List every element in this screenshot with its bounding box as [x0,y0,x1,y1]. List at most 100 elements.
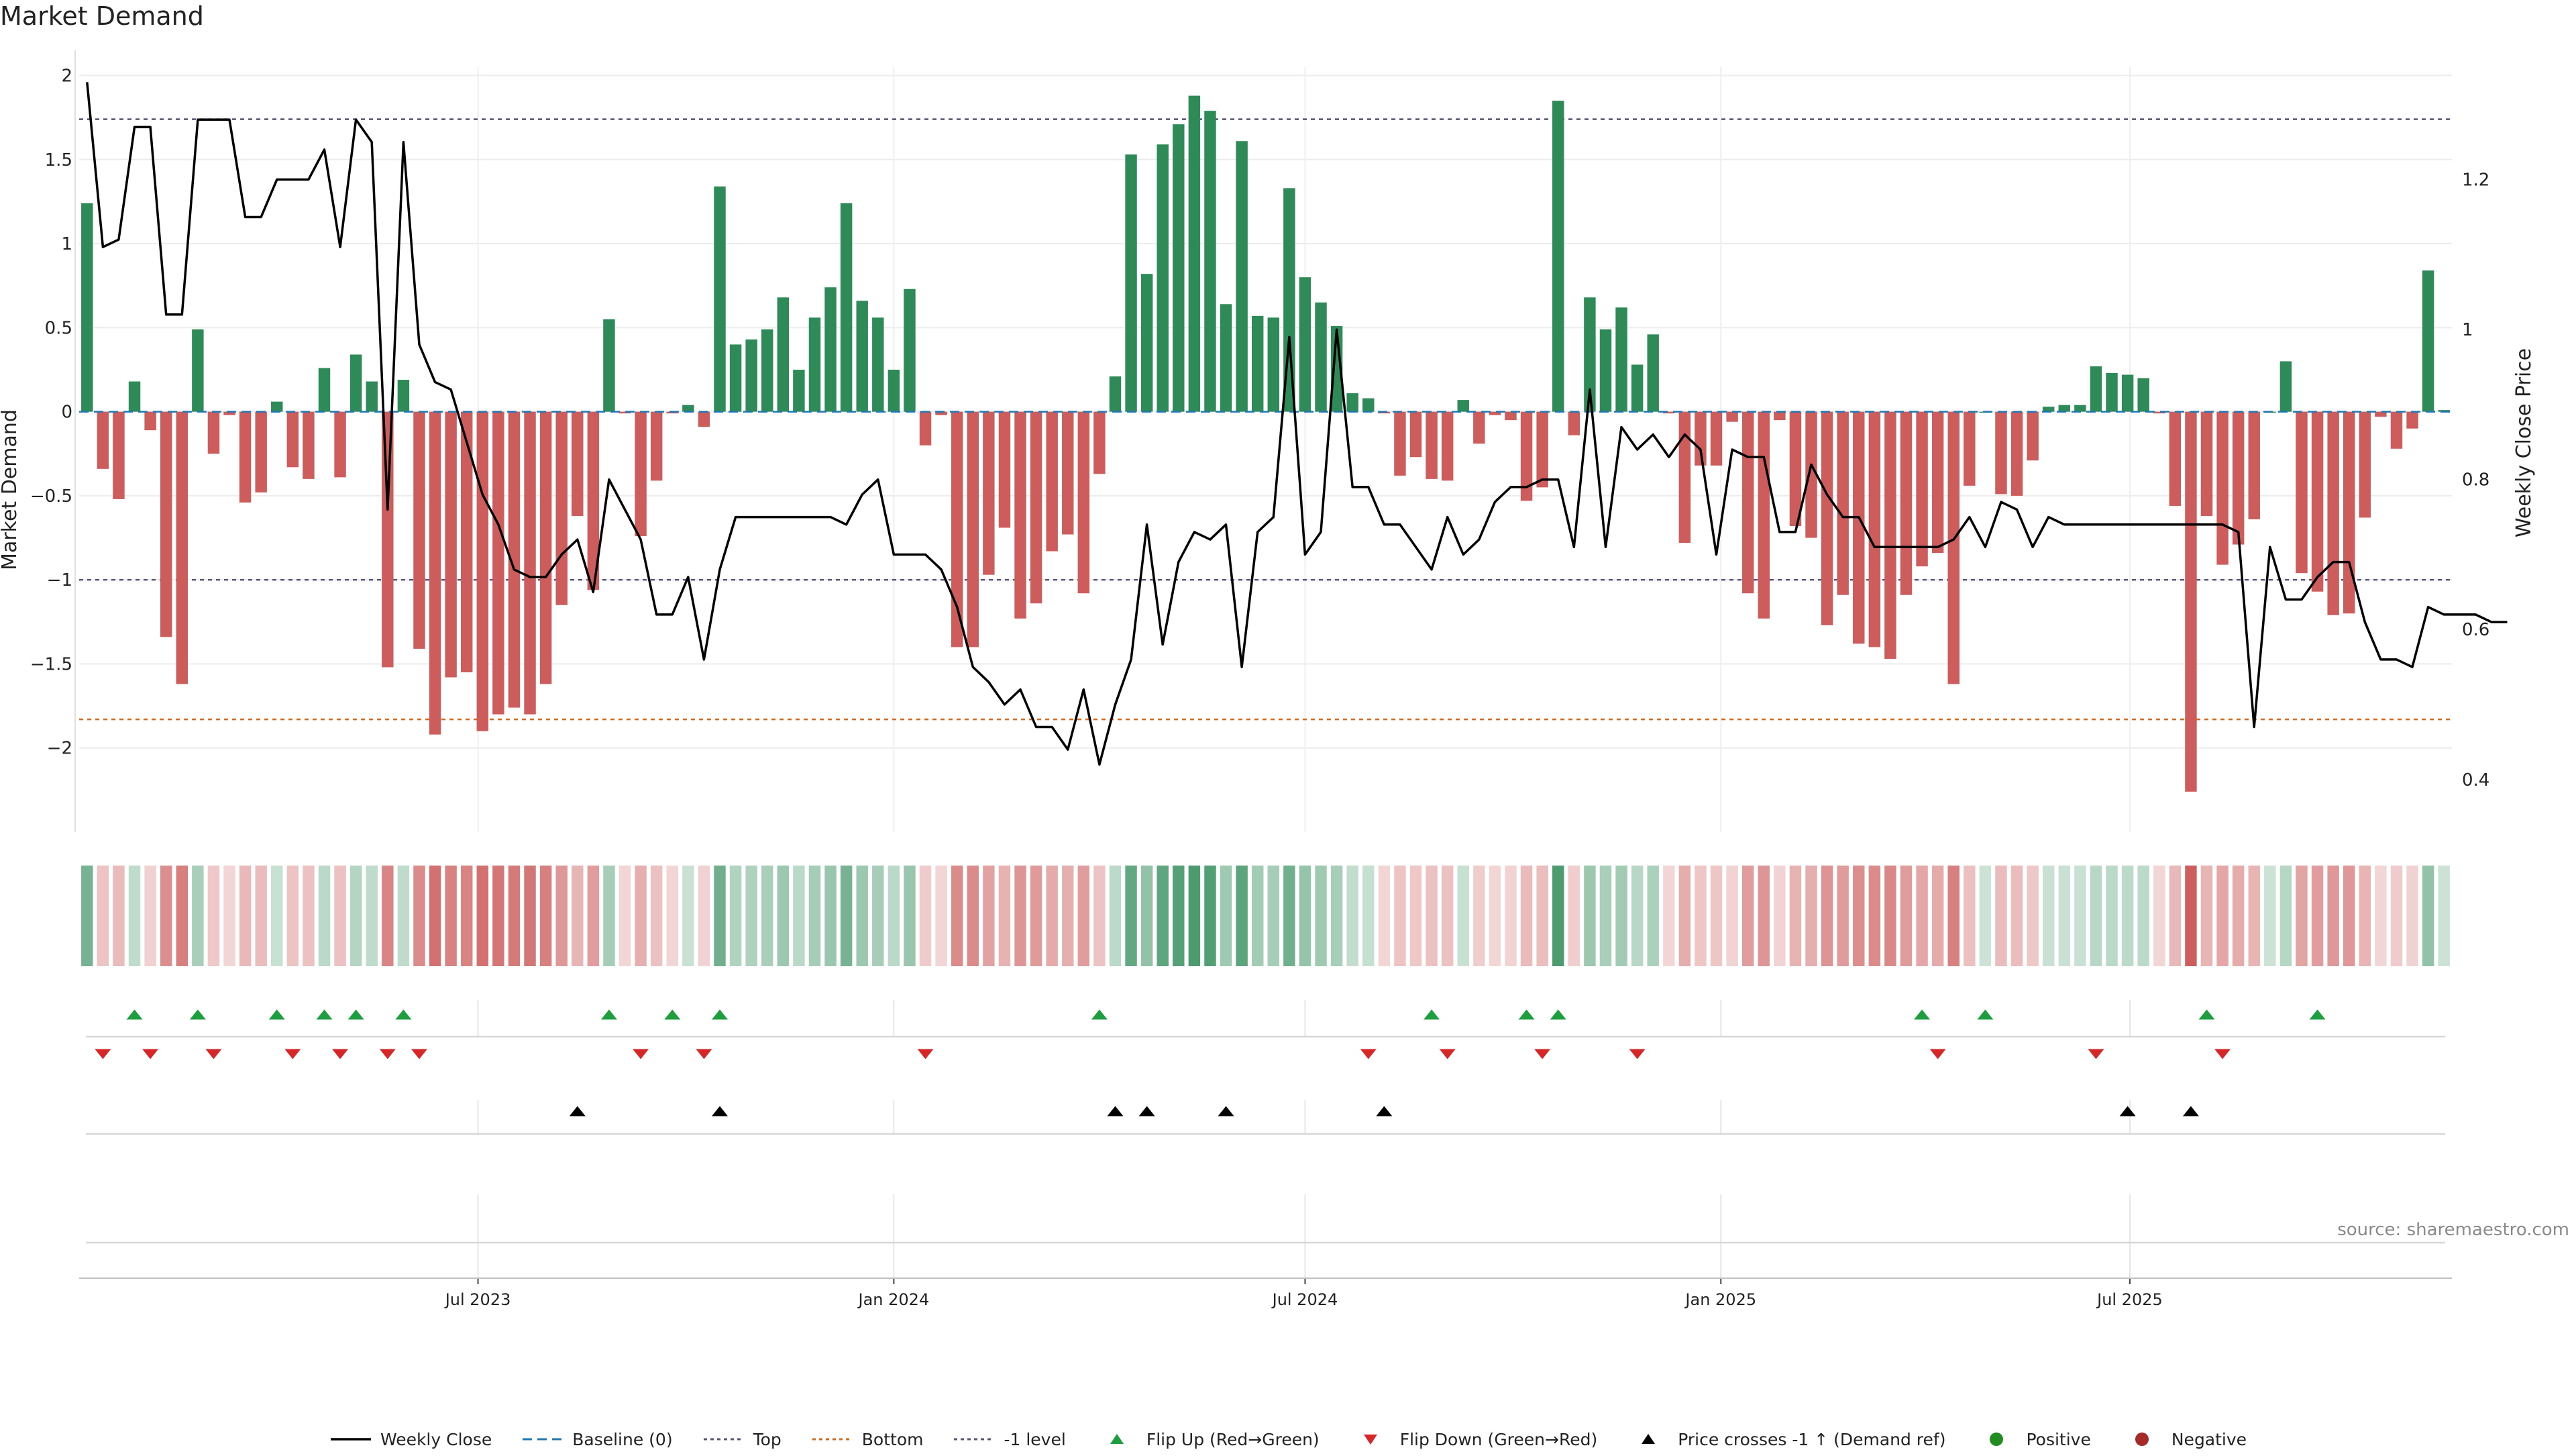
heat-strip-cell [1663,866,1675,966]
legend-item: Baseline (0) [521,1430,673,1449]
heat-strip-cell [587,866,600,966]
y2-tick-label: 1 [2462,320,2473,340]
heat-strip-cell [1362,866,1375,966]
chart-title: Market Demand [0,1,204,31]
heat-strip-cell [1299,866,1311,966]
heat-strip-cell [97,866,109,966]
demand-bar [524,411,536,715]
demand-bar [192,329,204,412]
demand-bar [2422,270,2434,412]
demand-bar [350,354,362,412]
heat-strip-cell [2311,866,2324,966]
demand-bar [1710,411,1723,466]
heat-strip-cell [176,866,188,966]
demand-bar [476,411,489,731]
demand-bar [1441,411,1454,481]
demand-bar [1457,400,1469,412]
heat-strip-cell [856,866,868,966]
demand-bar [1931,411,1944,554]
demand-bar [1552,101,1564,412]
demand-bar [1774,411,1786,421]
heat-strip-cell [619,866,631,966]
y-axis-label: Market Demand [0,409,21,570]
legend-item: Top [702,1430,782,1449]
heat-strip-cell [1109,866,1122,966]
heat-strip-cell [1853,866,1865,966]
heat-strip-cell [144,866,156,966]
heat-strip-cell [397,866,410,966]
heat-strip-cell [1520,866,1533,966]
flip-up-marker [1550,1009,1566,1020]
price-cross-marker [2119,1106,2136,1116]
legend-swatch-icon [1990,1433,2004,1446]
heat-strip-cell [1188,866,1201,966]
x-tick-label: Jan 2024 [857,1290,930,1309]
flip-down-marker [2214,1049,2231,1059]
heat-strip-cell [1157,866,1169,966]
legend-label: Flip Down (Green→Red) [1399,1429,1598,1449]
demand-bar [1568,411,1580,435]
heat-strip-cell [840,866,853,966]
heat-strip-cell [2137,866,2149,966]
heat-strip-cell [1014,866,1026,966]
demand-bar [1394,411,1406,476]
demand-bar [366,381,378,412]
demand-bar [2279,361,2292,412]
flip-up-marker [189,1009,206,1020]
flip-down-marker [633,1049,649,1059]
heat-strip-cell [223,866,235,966]
heat-strip-cell [1584,866,1596,966]
demand-bar [508,411,521,708]
heat-strip-cell [1394,866,1406,966]
heat-strip-cell [1599,866,1612,966]
heat-strip-cell [2027,866,2039,966]
heat-strip-cell [1789,866,1802,966]
demand-bar [1995,411,2007,495]
demand-bar [1236,141,1248,412]
heat-strip-cell [524,866,536,966]
flip-down-marker [1439,1049,1456,1059]
demand-bar [286,411,299,468]
chart-legend: Weekly Close Baseline (0) Top Bottom -1 leve… [0,1422,2576,1456]
heat-strip-cell [2185,866,2197,966]
weekly-close-line [86,82,2508,766]
heat-strip-cell [714,866,726,966]
heat-strip-cell [1346,866,1358,966]
legend-item: Bottom [811,1430,923,1449]
heat-strip-cell [1125,866,1137,966]
demand-bar [1077,411,1090,594]
demand-bar [1853,411,1865,644]
demand-bar [1789,411,1802,526]
heat-strip-cell [2200,866,2213,966]
demand-bar [1837,411,1849,595]
heat-strip-cell [1330,866,1343,966]
heat-strip-cell [650,866,663,966]
heat-strip-cell [271,866,283,966]
flip-up-marker [395,1009,412,1020]
demand-bar [2359,411,2371,518]
heat-strip-cell [1647,866,1659,966]
demand-bar [967,411,979,647]
heat-strip-cell [745,866,757,966]
flip-up-marker [1091,1009,1108,1020]
demand-bar [1409,411,1422,458]
heat-strip-cell [1267,866,1280,966]
flip-down-marker [205,1049,222,1059]
demand-bar [429,411,441,735]
demand-bar [176,411,188,684]
legend-label: Flip Up (Red→Green) [1146,1429,1320,1449]
heat-strip-cell [935,866,947,966]
legend-item: Weekly Close [329,1430,492,1449]
heat-strip-cell [1726,866,1738,966]
demand-bar [303,411,315,479]
heat-strip-cell [445,866,457,966]
demand-bar [1805,411,1817,538]
demand-bar [1647,334,1659,412]
heat-strip-cell [793,866,805,966]
demand-bar [872,317,884,412]
y-tick-label: −1 [47,570,72,590]
heat-strip-cell [808,866,821,966]
demand-bar [1125,154,1137,412]
flip-down-marker [284,1049,301,1059]
demand-bar [1362,398,1375,412]
